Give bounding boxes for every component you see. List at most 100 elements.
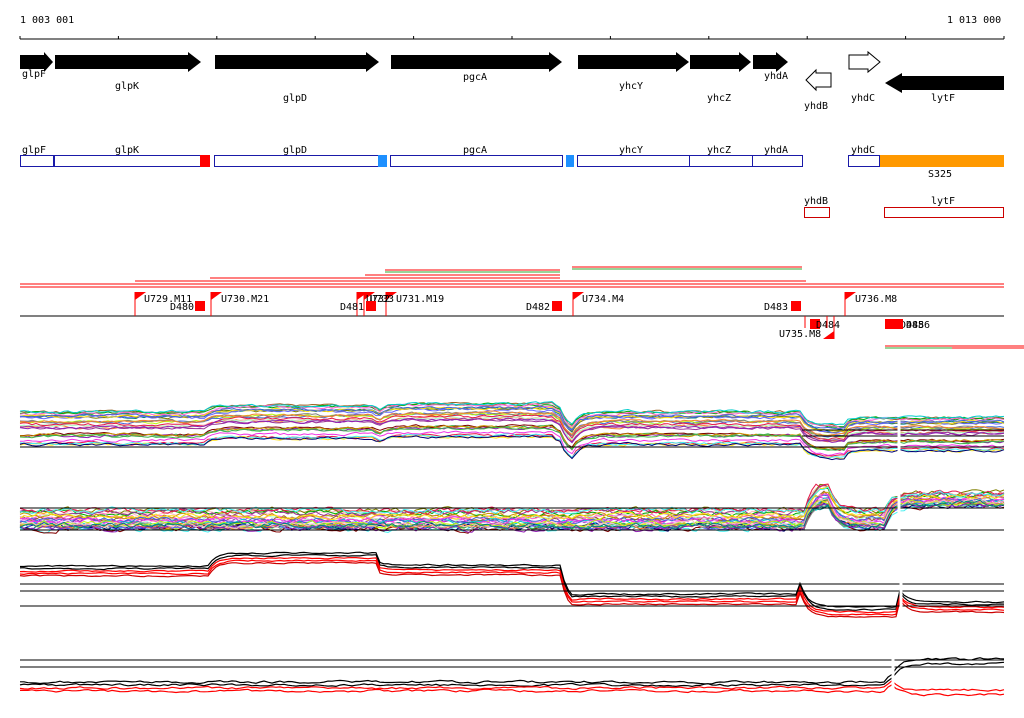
- downshift-label-D486: D486: [906, 320, 930, 331]
- expression-profile-line: [19, 499, 1005, 529]
- gene-arrow-glpF[interactable]: [20, 52, 53, 72]
- expression-profile-line: [19, 556, 1005, 614]
- tu-label-U735: U735.M8: [779, 329, 821, 340]
- tu-label-U734: U734.M4: [582, 294, 624, 305]
- expression-profile-line: [19, 430, 1005, 456]
- tu-label-U736: U736.M8: [855, 294, 897, 305]
- transcript-segment-lines: [20, 266, 1024, 349]
- gene-arrow-yhdA[interactable]: [753, 52, 788, 72]
- gene-label-yhcY: yhcY: [619, 81, 643, 92]
- operon-label-lytF: lytF: [931, 196, 955, 207]
- downshift-marker-D483[interactable]: [791, 301, 801, 311]
- operon-label-yhcY: yhcY: [619, 145, 643, 156]
- expression-profile-line: [19, 559, 1005, 616]
- expression-panel-multicolor-2: [19, 480, 1005, 540]
- downshift-label-D482: D482: [526, 302, 550, 313]
- downshift-marker-D485[interactable]: [885, 319, 895, 329]
- operon-box-yhdB[interactable]: [804, 207, 830, 218]
- expression-profile-line: [19, 499, 1005, 531]
- gene-arrow-yhdC[interactable]: [848, 50, 881, 74]
- expression-profile-line: [19, 405, 1005, 431]
- downshift-marker-D482[interactable]: [552, 301, 562, 311]
- segment-S325-bar[interactable]: [880, 155, 1004, 167]
- gene-label-yhdA: yhdA: [764, 71, 788, 82]
- gene-label-pgcA: pgcA: [463, 72, 487, 83]
- expression-profile-line: [19, 410, 1005, 437]
- expression-profile-line: [19, 486, 1005, 515]
- tu-flag-U734[interactable]: [573, 292, 584, 300]
- tu-flag-U730[interactable]: [211, 292, 222, 300]
- expression-panel-red-black-1: [19, 551, 1005, 618]
- expression-profile-line: [19, 499, 1005, 530]
- downshift-label-D483: D483: [764, 302, 788, 313]
- expression-profile-line: [19, 493, 1005, 521]
- expression-profile-line: [19, 414, 1005, 441]
- operon-label-yhcZ: yhcZ: [707, 145, 731, 156]
- expression-profile-line: [19, 497, 1005, 528]
- expression-profile-line: [19, 401, 1005, 426]
- expression-profile-line: [20, 424, 1005, 451]
- expression-profile-line: [19, 498, 1005, 530]
- expression-profile-line: [19, 417, 1005, 444]
- gene-label-yhdB: yhdB: [804, 101, 828, 112]
- operon-box-yhdA[interactable]: [752, 155, 803, 167]
- gene-arrow-glpD[interactable]: [215, 52, 379, 72]
- operon-box-yhdC[interactable]: [848, 155, 880, 167]
- expression-profile-line: [19, 426, 1005, 451]
- operon-label-yhdB: yhdB: [804, 196, 828, 207]
- gene-arrow-lytF[interactable]: [885, 73, 1004, 93]
- expression-profile-line: [19, 661, 1005, 688]
- operon-box-glpD[interactable]: [214, 155, 379, 167]
- ruler-start-label: 1 003 001: [20, 15, 74, 26]
- operon-box-glpF[interactable]: [20, 155, 54, 167]
- operon-label-yhdC: yhdC: [851, 145, 875, 156]
- expression-profiles-group: [19, 483, 1005, 534]
- tu-flag-U735[interactable]: [823, 331, 834, 339]
- tu-label-U732: U732: [366, 294, 390, 305]
- tu-flag-U731[interactable]: [386, 292, 397, 300]
- operon-label-glpF: glpF: [22, 145, 46, 156]
- tu-label-U733: U733: [370, 294, 394, 305]
- gene-label-yhdC: yhdC: [851, 93, 875, 104]
- expression-profile-line: [20, 684, 1005, 697]
- operon-label-glpD: glpD: [283, 145, 307, 156]
- expression-profile-line: [19, 407, 1005, 434]
- tu-label-U730: U730.M21: [221, 294, 269, 305]
- downshift-marker-D486[interactable]: [893, 319, 903, 329]
- operon-label-glpK: glpK: [115, 145, 139, 156]
- expression-profile-line: [19, 403, 1005, 429]
- tu-flag-U729[interactable]: [135, 292, 146, 300]
- gene-arrow-yhcZ[interactable]: [690, 52, 751, 72]
- downshift-marker-D484[interactable]: [810, 319, 820, 329]
- tu-flag-U736[interactable]: [845, 292, 856, 300]
- operon-box-yhcZ[interactable]: [689, 155, 753, 167]
- expression-profile-line: [20, 657, 1005, 685]
- operon-label-pgcA: pgcA: [463, 145, 487, 156]
- gene-arrow-yhcY[interactable]: [578, 52, 689, 72]
- gene-arrow-glpK[interactable]: [55, 52, 201, 72]
- operon-box-pgcA[interactable]: [390, 155, 563, 167]
- downshift-label-D485: D485: [900, 320, 924, 331]
- position-ruler: 1 003 001 1 013 000: [19, 15, 1005, 40]
- expression-profile-line: [20, 551, 1005, 608]
- expression-profile-line: [19, 493, 1005, 526]
- downshift-marker-D480[interactable]: [195, 301, 205, 311]
- operon-box-glpK[interactable]: [54, 155, 201, 167]
- ruler-ticks: [19, 36, 1005, 39]
- ruler-end-label: 1 013 000: [947, 15, 1001, 26]
- expression-profile-line: [19, 434, 1005, 461]
- gene-label-glpD: glpD: [283, 93, 307, 104]
- expression-profiles-group: [19, 657, 1005, 697]
- operon-box-yhcY[interactable]: [577, 155, 690, 167]
- gene-arrow-yhdB[interactable]: [805, 68, 832, 92]
- downshift-marker-D481[interactable]: [366, 301, 376, 311]
- gene-label-glpK: glpK: [115, 81, 139, 92]
- gene-arrow-pgcA[interactable]: [391, 52, 562, 72]
- transcription-unit-track: U729.M11 U730.M21 U732 U733 U731.M19 U73…: [20, 292, 1004, 340]
- tu-flag-U733[interactable]: [364, 292, 375, 300]
- operon-box-lytF[interactable]: [884, 207, 1004, 218]
- expression-profiles-group: [19, 401, 1005, 461]
- downshift-label-D480: D480: [170, 302, 194, 313]
- terminator-marker-pgcA: [566, 155, 574, 167]
